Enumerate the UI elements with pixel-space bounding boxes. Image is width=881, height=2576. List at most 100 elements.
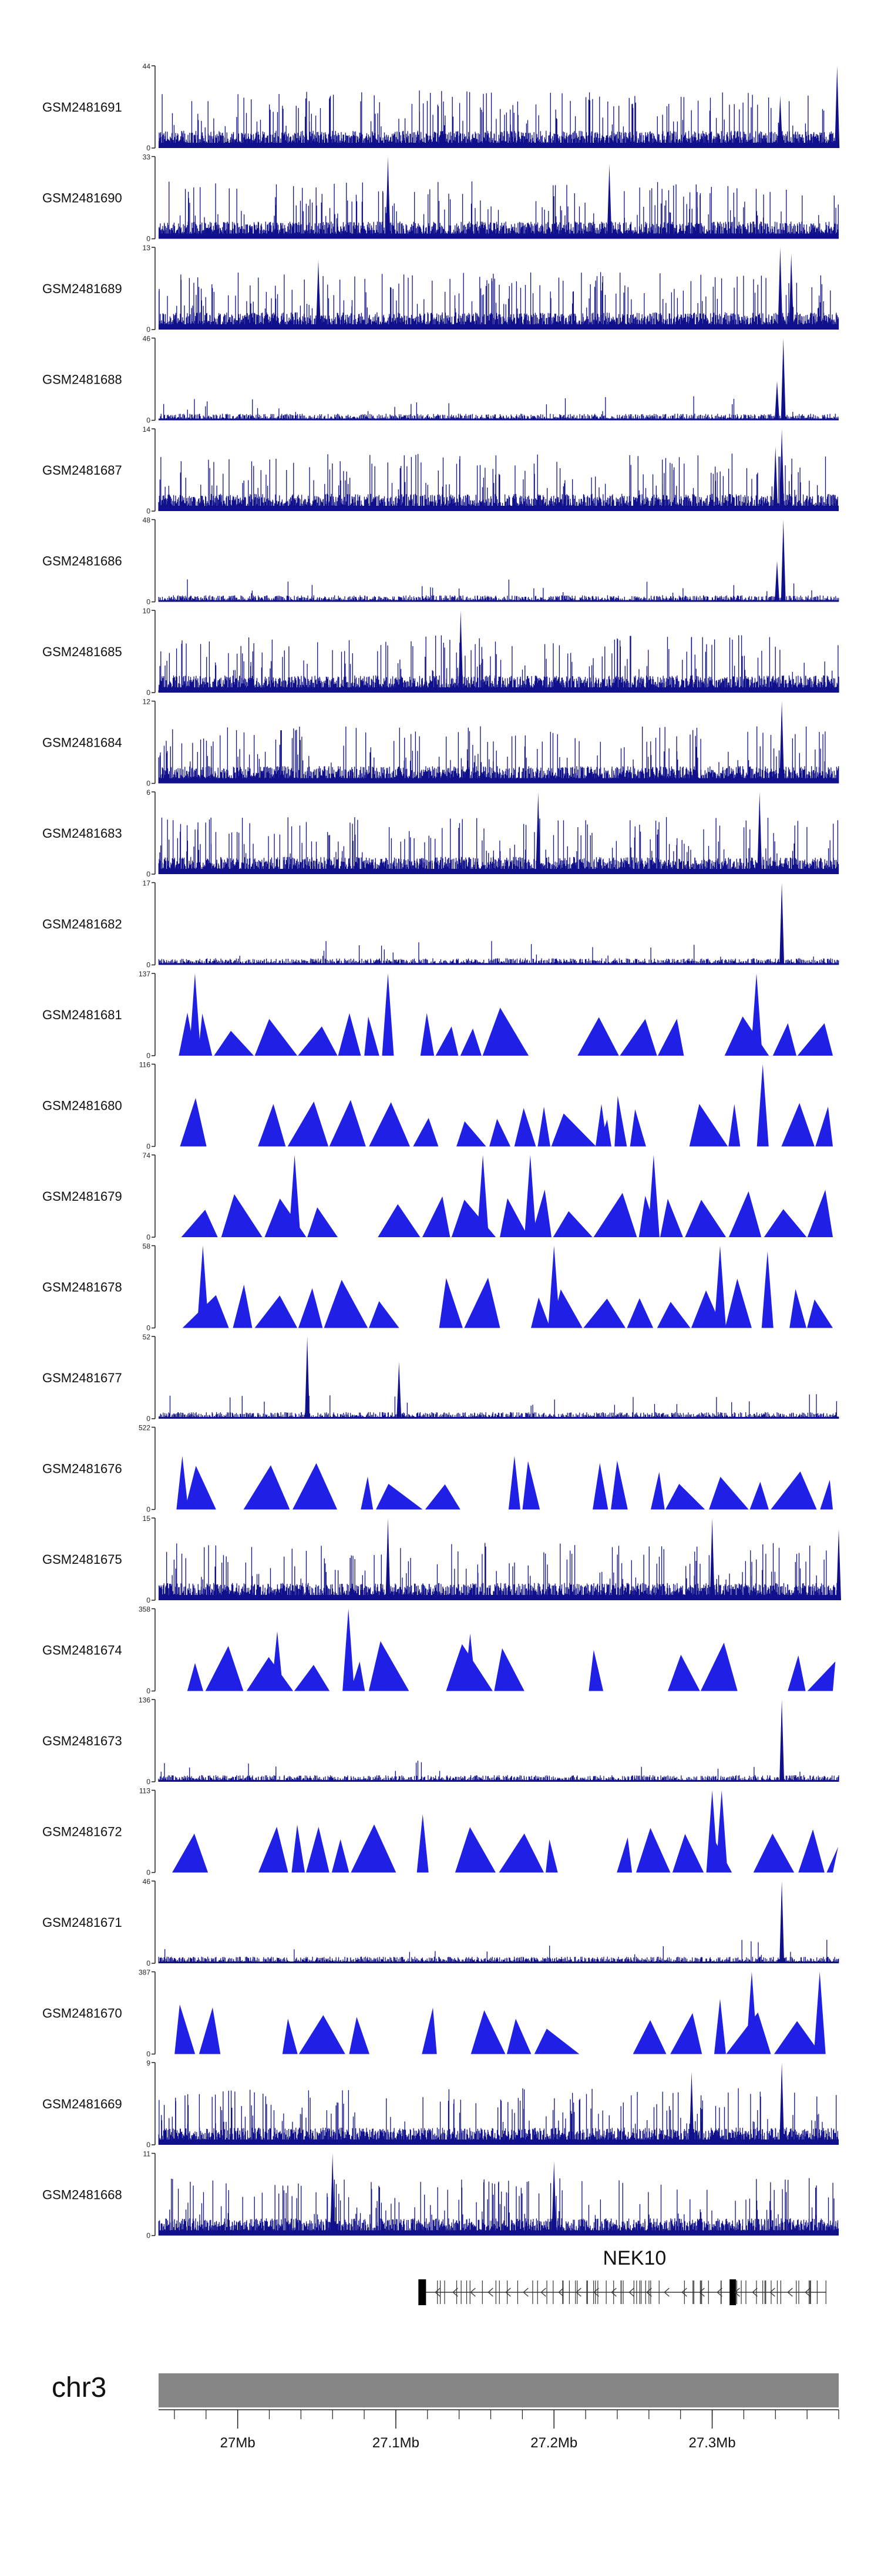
track-GSM2481685: GSM2481685 10 0 [42,607,839,697]
peak-mark [779,1700,785,1782]
strand-arrow [611,2288,617,2297]
track-GSM2481680: GSM2481680 116 0 [42,1061,833,1151]
strand-arrow [470,2288,476,2297]
peak-mark [715,1790,728,1873]
coverage-bars [159,1543,839,1600]
peak-mark [508,1456,520,1510]
peak-mark [342,1608,355,1691]
coverage-area [180,1096,833,1147]
track-GSM2481687: GSM2481687 14 0 [42,425,839,515]
y-axis-zero-label: 0 [146,507,150,515]
track-label: GSM2481672 [42,1825,122,1839]
track-label: GSM2481677 [42,1371,122,1385]
coverage-bars [159,272,839,330]
strand-arrow [593,2288,599,2297]
y-axis-zero-label: 0 [146,1506,150,1514]
track-label: GSM2481688 [42,372,122,387]
y-axis-max-label: 44 [143,62,151,70]
peak-mark [647,1155,660,1237]
track-GSM2481682: GSM2481682 17 0 [42,879,839,969]
track-GSM2481671: GSM2481671 46 0 [42,1878,839,1967]
coverage-baseline [159,1780,839,1782]
peak-mark [728,1104,741,1147]
coverage-baseline [159,963,839,965]
chromosome-label: chr3 [52,2372,106,2403]
track-label: GSM2481686 [42,554,122,569]
y-axis-zero-label: 0 [146,1869,150,1877]
coverage-area [184,1460,833,1510]
peak-mark [536,792,541,874]
track-GSM2481677: GSM2481677 52 0 [42,1333,839,1423]
y-axis-zero-label: 0 [146,870,150,878]
strand-arrow [664,2288,670,2297]
peak-mark [714,1245,726,1328]
y-axis-max-label: 48 [143,516,151,525]
y-axis-max-label: 6 [146,788,150,797]
track-GSM2481679: GSM2481679 74 0 [42,1151,833,1241]
coverage-bars [158,1761,839,1782]
y-axis-zero-label: 0 [146,1233,150,1241]
y-axis-zero-label: 0 [146,144,150,152]
strand-arrow [734,2288,740,2297]
strand-arrow [628,2288,634,2297]
peak-mark [596,1104,607,1147]
track-GSM2481688: GSM2481688 46 0 [42,335,839,425]
y-axis-max-label: 33 [143,153,151,162]
y-axis-max-label: 11 [143,2150,151,2158]
peak-mark [781,338,786,421]
track-label: GSM2481683 [42,826,122,841]
peak-mark [775,381,779,421]
peak-mark [271,1631,283,1691]
y-axis-max-label: 113 [139,1787,150,1795]
track-GSM2481678: GSM2481678 58 0 [42,1242,833,1332]
y-axis-max-label: 136 [139,1696,150,1704]
peak-mark [779,882,785,965]
strand-arrow [752,2288,758,2297]
peak-mark [607,164,612,239]
peak-mark [779,1881,785,1963]
track-GSM2481670: GSM2481670 387 0 [42,1969,826,2058]
peak-mark [524,1155,536,1237]
peak-mark [382,973,394,1056]
track-label: GSM2481669 [42,2097,122,2111]
x-tick-label: 27.3Mb [689,2435,736,2451]
track-label: GSM2481678 [42,1280,122,1295]
track-label: GSM2481689 [42,281,122,296]
track-GSM2481683: GSM2481683 6 0 [42,788,839,878]
peak-mark [176,1456,189,1510]
y-axis-max-label: 116 [139,1061,150,1069]
track-label: GSM2481679 [42,1189,122,1204]
y-axis-max-label: 17 [143,879,151,888]
gene-model: NEK10 [418,2247,826,2305]
strand-arrow [523,2288,529,2297]
y-axis-zero-label: 0 [146,417,150,425]
peak-mark [689,2071,694,2145]
y-axis-max-label: 58 [143,1242,151,1251]
track-GSM2481669: GSM2481669 9 0 [42,2059,839,2149]
track-label: GSM2481674 [42,1643,122,1658]
x-tick-label: 27Mb [220,2435,255,2451]
chromosome-axis: chr3 27Mb 27.1Mb 27.2Mb 27.3Mb [52,2372,839,2451]
gene-exon-major [418,2279,426,2305]
strand-arrow [769,2288,775,2297]
coverage-bars [158,2178,839,2236]
gene-name: NEK10 [603,2247,667,2269]
coverage-baseline [159,506,839,511]
peak-mark [779,701,785,784]
y-axis-max-label: 15 [143,1514,151,1523]
coverage-bars [158,1940,839,1963]
strand-arrow [505,2288,511,2297]
peak-mark [714,1999,726,2054]
gene-exon-major [729,2279,737,2305]
coverage-area [187,1641,836,1691]
y-axis-max-label: 10 [143,607,151,615]
strand-arrow [717,2288,722,2297]
coverage-bars [159,90,839,148]
peak-mark [458,610,463,693]
peak-mark [761,1251,774,1328]
y-axis-max-label: 12 [143,698,151,706]
y-axis-max-label: 46 [143,335,151,343]
coverage-baseline [159,233,839,239]
y-axis-max-label: 74 [143,1151,151,1160]
